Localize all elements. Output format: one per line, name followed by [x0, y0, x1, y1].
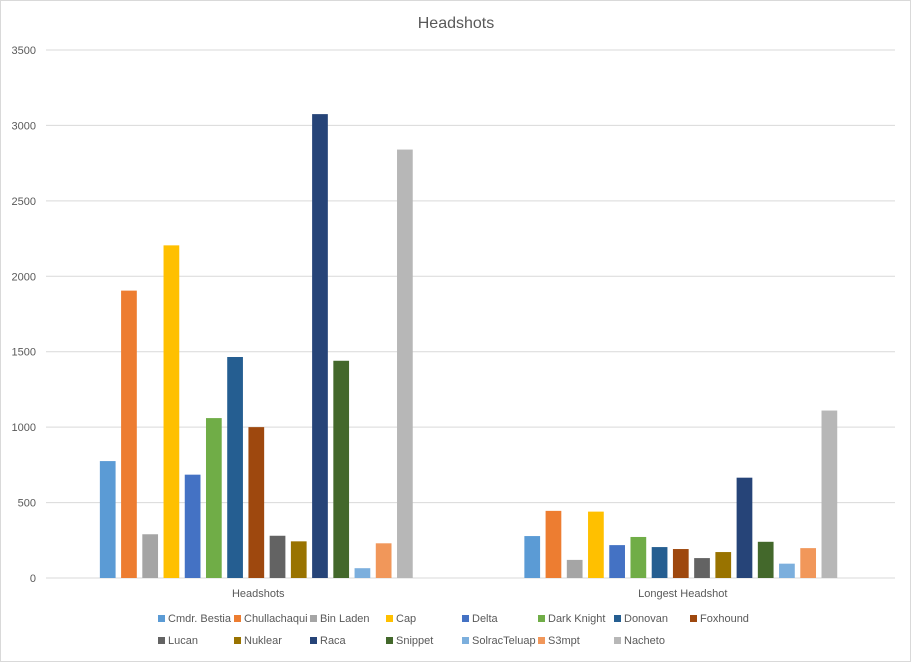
legend-label: Raca: [320, 635, 347, 647]
y-tick-label: 1000: [12, 422, 36, 434]
legend-item: Raca: [310, 635, 347, 647]
bar: [694, 558, 710, 578]
bar: [248, 427, 265, 578]
legend-item: Cap: [386, 613, 416, 625]
y-axis: 0 500 1000 1500 2000 2500 3000 3500: [12, 45, 36, 585]
bar: [630, 536, 647, 578]
bar: [800, 548, 817, 578]
bar: [354, 568, 371, 578]
bar: [99, 461, 116, 578]
legend-item: Lucan: [158, 635, 198, 647]
legend-swatch: [158, 637, 165, 644]
legend-swatch: [614, 615, 621, 622]
legend-item: Nuklear: [234, 635, 282, 647]
y-tick-label: 2500: [12, 196, 36, 208]
y-tick-label: 0: [30, 573, 36, 585]
legend-swatch: [538, 615, 545, 622]
bar: [227, 356, 243, 578]
y-tick-label: 3000: [12, 120, 36, 132]
legend-item: Foxhound: [690, 613, 749, 625]
legend-item: Snippet: [386, 635, 433, 647]
bar: [715, 552, 732, 578]
legend-label: S3mpt: [548, 635, 580, 647]
legend-item: SolracTeluap: [462, 635, 536, 647]
chart-title: Headshots: [418, 15, 495, 32]
legend-label: SolracTeluap: [472, 635, 536, 647]
legend-swatch: [538, 637, 545, 644]
legend-label: Donovan: [624, 613, 668, 625]
y-tick-label: 2000: [12, 271, 36, 283]
legend-item: Chullachaqui: [234, 613, 308, 625]
legend-item: Bin Laden: [310, 613, 370, 625]
bar: [121, 290, 137, 578]
legend-label: Nacheto: [624, 635, 665, 647]
legend-swatch: [158, 615, 165, 622]
y-tick-label: 1500: [12, 347, 36, 359]
legend-swatch: [310, 637, 317, 644]
bar: [545, 510, 562, 578]
legend-swatch: [234, 637, 241, 644]
bar: [163, 245, 180, 579]
legend-swatch: [462, 615, 469, 622]
bar: [524, 536, 541, 578]
bar: [736, 477, 753, 578]
legend-item: Delta: [462, 613, 499, 625]
legend-label: Foxhound: [700, 613, 749, 625]
bar: [821, 410, 838, 578]
bar: [375, 543, 392, 578]
bar: [779, 563, 795, 578]
legend-label: Bin Laden: [320, 613, 370, 625]
legend-item: Nacheto: [614, 635, 665, 647]
legend-item: S3mpt: [538, 635, 580, 647]
legend-swatch: [310, 615, 317, 622]
bars: [99, 114, 838, 579]
legend-item: Donovan: [614, 613, 668, 625]
legend: Cmdr. Bestia Chullachaqui Bin Laden Cap Delt…: [158, 613, 749, 647]
legend-item: Cmdr. Bestia: [158, 613, 232, 625]
bar: [184, 474, 201, 578]
legend-label: Nuklear: [244, 635, 282, 647]
legend-swatch: [386, 637, 393, 644]
legend-swatch: [234, 615, 241, 622]
legend-item: Dark Knight: [538, 613, 605, 625]
bar: [205, 418, 222, 578]
legend-label: Chullachaqui: [244, 613, 308, 625]
legend-label: Cap: [396, 613, 416, 625]
x-tick-label: Longest Headshot: [638, 588, 727, 600]
bar: [269, 535, 286, 578]
bar: [333, 360, 350, 578]
legend-label: Lucan: [168, 635, 198, 647]
bar: [142, 534, 159, 578]
legend-label: Dark Knight: [548, 613, 605, 625]
bar: [290, 541, 307, 578]
bar: [312, 114, 328, 578]
y-tick-label: 500: [18, 498, 36, 510]
x-axis: Headshots Longest Headshot: [232, 588, 727, 600]
x-tick-label: Headshots: [232, 588, 285, 600]
legend-swatch: [462, 637, 469, 644]
legend-label: Cmdr. Bestia: [168, 613, 232, 625]
legend-label: Delta: [472, 613, 499, 625]
bar: [609, 545, 625, 578]
bar: [588, 511, 604, 578]
legend-label: Snippet: [396, 635, 433, 647]
bar: [757, 541, 774, 578]
bar: [397, 149, 413, 578]
bar: [651, 547, 668, 578]
legend-swatch: [690, 615, 697, 622]
legend-swatch: [614, 637, 621, 644]
y-tick-label: 3500: [12, 45, 36, 57]
bar: [672, 549, 689, 578]
bar: [566, 559, 583, 578]
legend-swatch: [386, 615, 393, 622]
